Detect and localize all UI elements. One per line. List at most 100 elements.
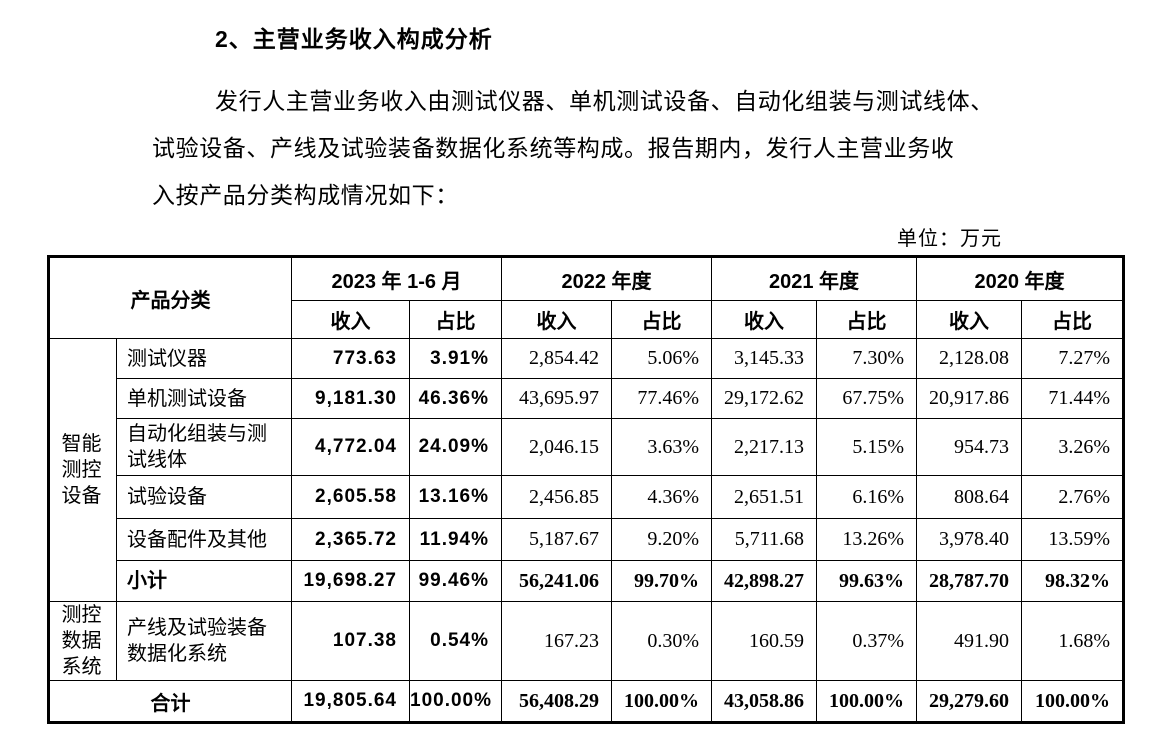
unit-label: 单位：万元 bbox=[897, 228, 1002, 250]
product-cell: 单机测试设备 bbox=[116, 378, 292, 419]
value-cell: 2,456.85 bbox=[501, 475, 613, 519]
share-header: 占比 bbox=[1021, 300, 1125, 339]
paragraph-line: 发行人主营业务收入由测试仪器、单机测试设备、自动化组装与测试线体、 bbox=[215, 89, 994, 114]
value-cell: 2,365.72 bbox=[291, 518, 410, 561]
value-cell: 100.00% bbox=[408, 680, 503, 723]
value-cell: 954.73 bbox=[916, 418, 1023, 476]
value-cell: 98.32% bbox=[1021, 560, 1125, 602]
share-header: 占比 bbox=[408, 300, 503, 339]
table-row-highlighted: 设备配件及其他 2,365.72 11.94% 5,187.67 9.20% 5… bbox=[49, 518, 1125, 561]
value-cell: 29,279.60 bbox=[916, 680, 1023, 723]
value-cell: 4.36% bbox=[611, 475, 713, 519]
value-cell: 5,711.68 bbox=[711, 518, 818, 561]
subtotal-row: 小计 19,698.27 99.46% 56,241.06 99.70% 42,… bbox=[49, 560, 1125, 602]
value-cell: 99.70% bbox=[611, 560, 713, 602]
group-cell-data-system: 测控数据系统 bbox=[48, 601, 117, 681]
value-cell: 77.46% bbox=[611, 378, 713, 419]
revenue-header: 收入 bbox=[711, 300, 818, 339]
value-cell: 3.63% bbox=[611, 418, 713, 476]
total-row: 合计 19,805.64 100.00% 56,408.29 100.00% 4… bbox=[48, 680, 1125, 723]
value-cell: 773.63 bbox=[291, 338, 410, 379]
value-cell: 2,605.58 bbox=[291, 475, 410, 519]
paragraph-line: 入按产品分类构成情况如下： bbox=[152, 183, 459, 208]
value-cell: 24.09% bbox=[408, 418, 503, 476]
value-cell: 56,408.29 bbox=[501, 680, 613, 723]
value-cell: 11.94% bbox=[408, 518, 503, 561]
value-cell: 43,058.86 bbox=[711, 680, 818, 723]
value-cell: 5.15% bbox=[816, 418, 918, 476]
value-cell: 808.64 bbox=[916, 475, 1023, 519]
header-row-periods: 产品分类 2023 年 1-6 月 2022 年度 2021 年度 2020 年… bbox=[48, 256, 1125, 339]
value-cell: 7.27% bbox=[1021, 338, 1125, 379]
product-cell: 测试仪器 bbox=[116, 338, 292, 379]
highlighted-value-cell: 5,187.67 bbox=[501, 518, 613, 561]
total-label-cell: 合计 bbox=[48, 680, 292, 723]
category-header-cell: 产品分类 bbox=[48, 256, 292, 339]
value-cell: 56,241.06 bbox=[501, 560, 613, 602]
value-cell: 3,978.40 bbox=[916, 518, 1023, 561]
table-row: 试验设备 2,605.58 13.16% 2,456.85 4.36% 2,65… bbox=[49, 475, 1125, 519]
table-row: 测控数据系统 产线及试验装备数据化系统 107.38 0.54% 167.23 … bbox=[48, 601, 1125, 681]
value-cell: 19,698.27 bbox=[291, 560, 410, 602]
value-cell: 13.59% bbox=[1021, 518, 1125, 561]
value-cell: 9,181.30 bbox=[291, 378, 410, 419]
value-cell: 4,772.04 bbox=[291, 418, 410, 476]
value-cell: 0.54% bbox=[408, 601, 503, 681]
value-cell: 5.06% bbox=[611, 338, 713, 379]
value-cell: 7.30% bbox=[816, 338, 918, 379]
value-cell: 99.63% bbox=[816, 560, 918, 602]
value-cell: 2,854.42 bbox=[501, 338, 613, 379]
value-cell: 67.75% bbox=[816, 378, 918, 419]
value-cell: 3.91% bbox=[408, 338, 503, 379]
period-header-2021: 2021 年度 bbox=[711, 256, 918, 301]
value-cell: 20,917.86 bbox=[916, 378, 1023, 419]
value-cell: 2,651.51 bbox=[711, 475, 818, 519]
value-cell: 19,805.64 bbox=[291, 680, 410, 723]
product-cell: 自动化组装与测试线体 bbox=[116, 418, 292, 476]
value-cell: 107.38 bbox=[291, 601, 410, 681]
section-heading: 2、主营业务收入构成分析 bbox=[215, 26, 493, 52]
period-header-2020: 2020 年度 bbox=[916, 256, 1125, 301]
group-label: 测控数据系统 bbox=[61, 604, 102, 678]
value-cell: 6.16% bbox=[816, 475, 918, 519]
value-cell: 2,046.15 bbox=[501, 418, 613, 476]
product-cell: 试验设备 bbox=[116, 475, 292, 519]
value-cell: 99.46% bbox=[408, 560, 503, 602]
value-cell: 42,898.27 bbox=[711, 560, 818, 602]
value-cell: 29,172.62 bbox=[711, 378, 818, 419]
table-row: 单机测试设备 9,181.30 46.36% 43,695.97 77.46% … bbox=[49, 378, 1125, 419]
value-cell: 0.30% bbox=[611, 601, 713, 681]
period-header-2022: 2022 年度 bbox=[501, 256, 713, 301]
value-cell: 46.36% bbox=[408, 378, 503, 419]
group-cell-smart-equipment: 智能测控设备 bbox=[48, 338, 117, 602]
highlighted-value-cell: 9.20% bbox=[611, 518, 713, 561]
paragraph-line: 试验设备、产线及试验装备数据化系统等构成。报告期内，发行人主营业务收 bbox=[152, 136, 955, 161]
table-row: 自动化组装与测试线体 4,772.04 24.09% 2,046.15 3.63… bbox=[49, 418, 1125, 476]
value-cell: 28,787.70 bbox=[916, 560, 1023, 602]
period-header-2023: 2023 年 1-6 月 bbox=[290, 256, 503, 301]
value-cell: 100.00% bbox=[816, 680, 918, 723]
value-cell: 13.26% bbox=[816, 518, 918, 561]
subtotal-label-cell: 小计 bbox=[116, 560, 292, 602]
share-header: 占比 bbox=[816, 300, 918, 339]
value-cell: 491.90 bbox=[916, 601, 1023, 681]
value-cell: 167.23 bbox=[501, 601, 613, 681]
product-cell: 产线及试验装备数据化系统 bbox=[116, 601, 292, 681]
value-cell: 1.68% bbox=[1021, 601, 1125, 681]
value-cell: 100.00% bbox=[611, 680, 713, 723]
value-cell: 13.16% bbox=[408, 475, 503, 519]
value-cell: 3,145.33 bbox=[711, 338, 818, 379]
revenue-header: 收入 bbox=[916, 300, 1023, 339]
value-cell: 0.37% bbox=[816, 601, 918, 681]
value-cell: 3.26% bbox=[1021, 418, 1125, 476]
table-row: 智能测控设备 测试仪器 773.63 3.91% 2,854.42 5.06% … bbox=[48, 338, 1125, 602]
value-cell: 71.44% bbox=[1021, 378, 1125, 419]
value-cell: 100.00% bbox=[1021, 680, 1125, 723]
revenue-composition-table: 产品分类 2023 年 1-6 月 2022 年度 2021 年度 2020 年… bbox=[47, 255, 1126, 724]
value-cell: 2.76% bbox=[1021, 475, 1125, 519]
share-header: 占比 bbox=[611, 300, 713, 339]
revenue-header: 收入 bbox=[291, 300, 410, 339]
value-cell: 2,128.08 bbox=[916, 338, 1023, 379]
product-cell: 设备配件及其他 bbox=[116, 518, 292, 561]
